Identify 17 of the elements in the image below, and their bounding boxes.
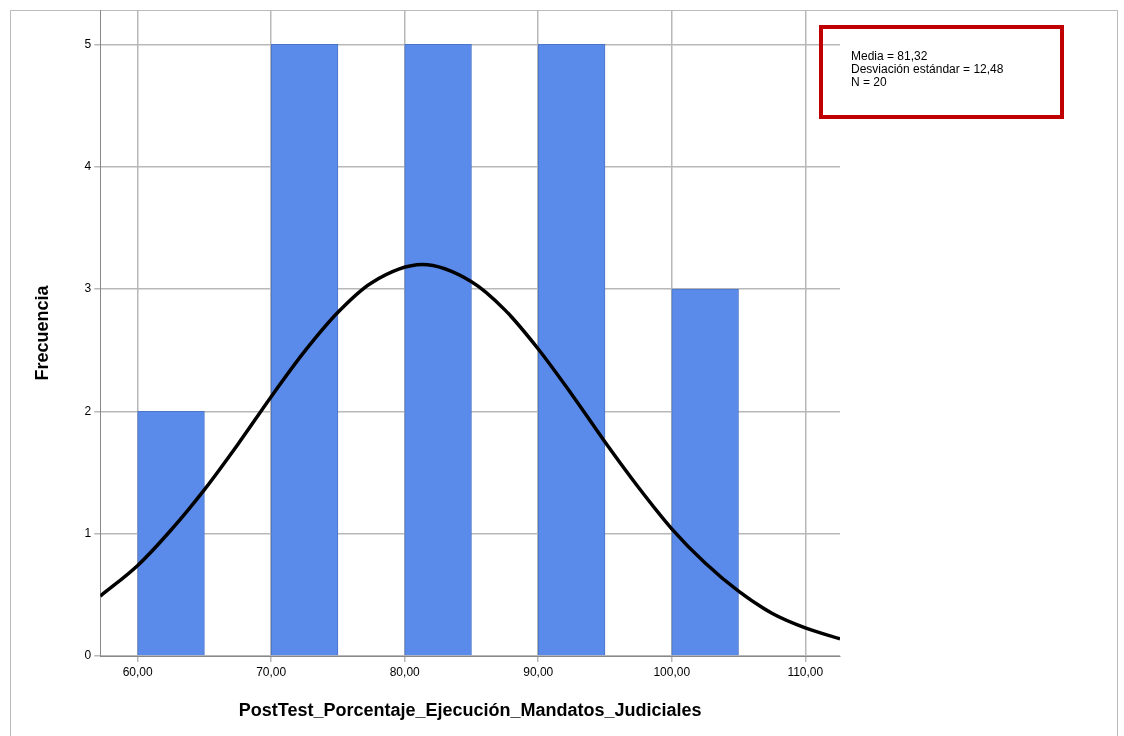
text: Desviación estándar = 12,48 [851,62,1005,76]
x-tick-label: 100,00 [653,664,691,679]
y-tick-label: 3 [84,281,92,296]
x-tick-label: 110,00 [787,664,824,679]
y-tick-label: 2 [84,403,92,418]
y-tick-label: 4 [84,159,92,174]
y-axis-title: Frecuencia [31,284,52,381]
x-axis-title: PostTest_Porcentaje_Ejecución_Mandatos_Judiciales [238,700,702,721]
y-tick-label: 1 [84,526,92,540]
x-tick-label: 60,00 [122,664,153,679]
y-tick-label: 5 [84,36,92,51]
y-tick-label: 0 [84,648,92,663]
text: Media = 81,32 [851,49,929,63]
x-tick-label: 70,00 [256,664,287,679]
text: N = 20 [851,75,888,89]
x-tick-label: 90,00 [523,664,554,679]
x-tick-label: 80,00 [389,664,421,679]
